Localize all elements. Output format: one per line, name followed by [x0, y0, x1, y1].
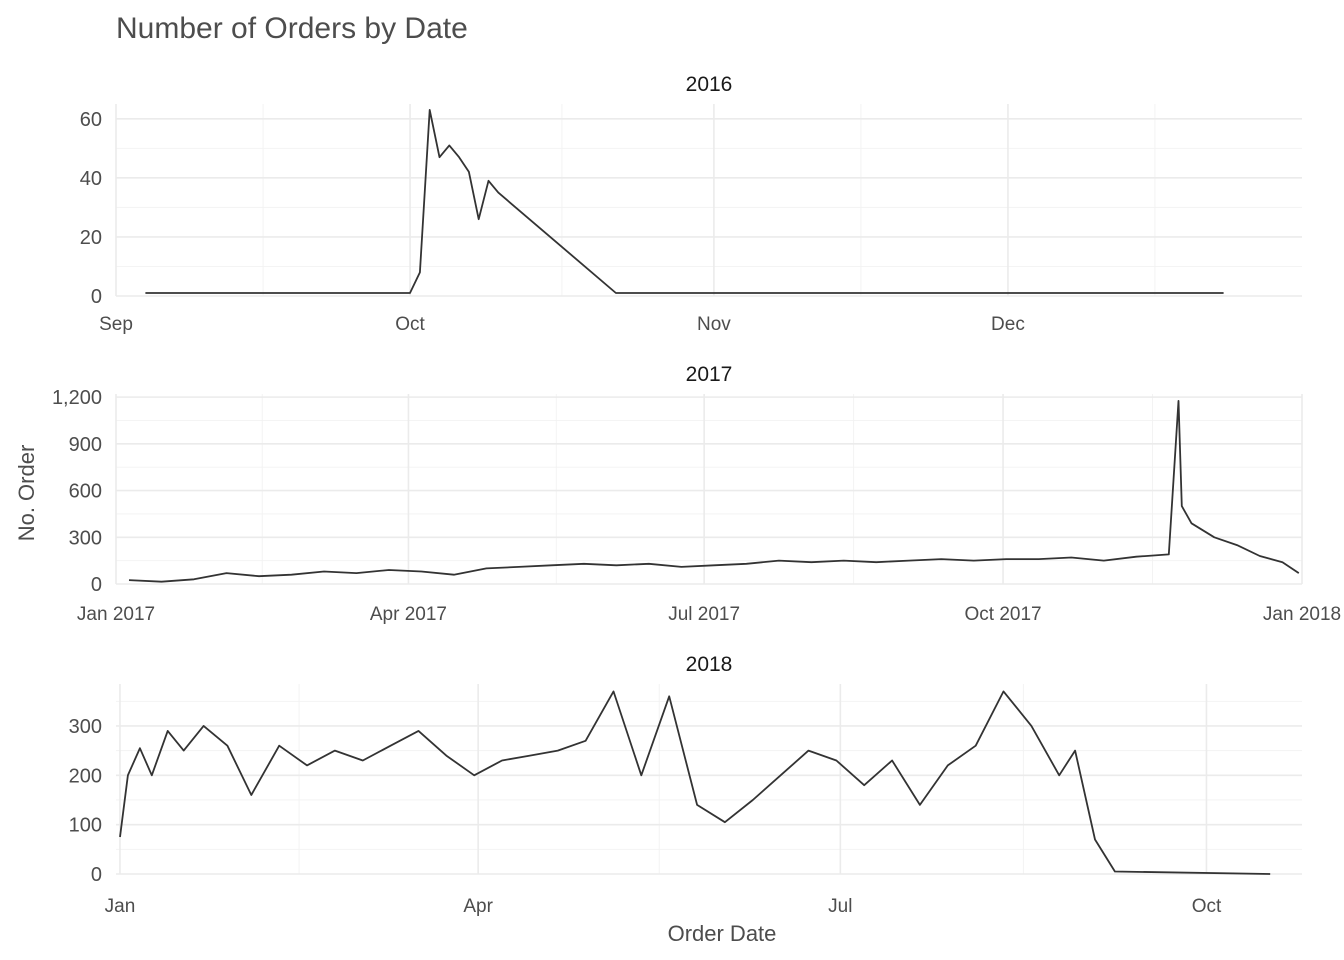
strip-label: 2017 — [686, 363, 733, 386]
x-tick-label: Sep — [99, 314, 133, 335]
y-axis-title: No. Order — [14, 445, 39, 542]
x-tick-label: Oct — [395, 314, 425, 335]
chart-title: Number of Orders by Date — [116, 12, 468, 45]
x-tick-label: Oct — [1192, 896, 1222, 917]
x-tick-label: Apr — [463, 896, 493, 917]
y-tick-label: 0 — [91, 286, 102, 308]
panel-2016: 2016 0 20 40 60 Sep Oct Nov Dec — [80, 73, 1302, 335]
x-tick-label: Jul — [828, 896, 852, 917]
y-tick-label: 0 — [91, 864, 102, 886]
y-tick-label: 100 — [69, 815, 102, 837]
series-line-2017 — [128, 399, 1300, 583]
y-tick-label: 60 — [80, 109, 102, 131]
x-tick-label: Apr 2017 — [370, 604, 447, 625]
series-line-2016 — [145, 109, 1224, 294]
y-tick-label: 20 — [80, 227, 102, 249]
x-tick-label: Jan — [105, 896, 136, 917]
strip-label: 2018 — [686, 653, 733, 676]
series-line-2018 — [119, 690, 1271, 875]
y-tick-label: 200 — [69, 765, 102, 787]
panel-2018: 2018 0 100 200 300 Jan Apr Jul Oct — [69, 653, 1302, 917]
y-tick-label: 600 — [69, 481, 102, 503]
y-tick-label: 40 — [80, 168, 102, 190]
x-tick-label: Oct 2017 — [965, 604, 1042, 625]
y-tick-label: 300 — [69, 716, 102, 738]
x-tick-label: Jul 2017 — [668, 604, 740, 625]
x-tick-label: Dec — [991, 314, 1025, 335]
panel-2017: 2017 0 300 600 900 1,200 Jan 2017 Apr 2017 Jul 2… — [52, 363, 1341, 625]
y-tick-label: 900 — [69, 434, 102, 456]
strip-label: 2016 — [686, 73, 733, 96]
y-tick-label: 1,200 — [52, 387, 102, 409]
x-axis-title: Order Date — [668, 921, 777, 946]
x-tick-label: Jan 2017 — [77, 604, 155, 625]
x-tick-label: Nov — [697, 314, 731, 335]
x-tick-label: Jan 2018 — [1263, 604, 1341, 625]
y-tick-label: 0 — [91, 574, 102, 596]
y-tick-label: 300 — [69, 527, 102, 549]
